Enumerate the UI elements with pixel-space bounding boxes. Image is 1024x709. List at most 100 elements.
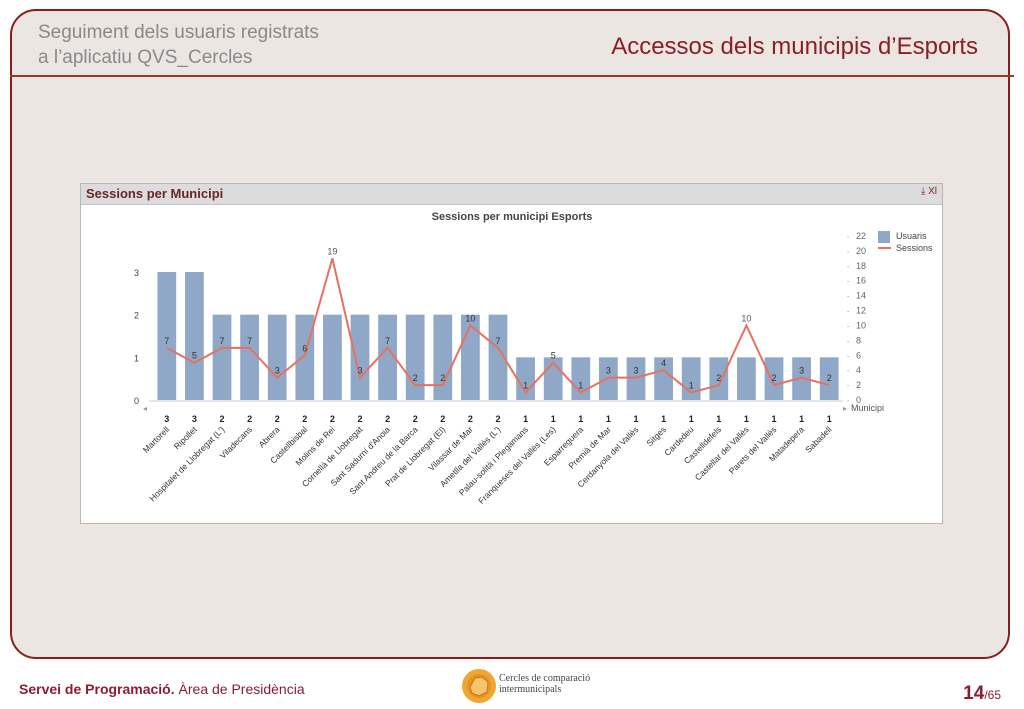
- y-right-tick-label: 2: [856, 380, 861, 390]
- usuaris-value-label: 2: [357, 414, 362, 424]
- y-left-tick-label: 3: [134, 268, 139, 278]
- y-right-tick-label: 8: [856, 335, 861, 345]
- legend-label-sessions: Sessions: [896, 243, 933, 253]
- usuaris-value-label: 2: [440, 414, 445, 424]
- usuaris-value-label: 1: [689, 414, 694, 424]
- category-label: Sabadell: [803, 424, 834, 455]
- sessions-data-label: 19: [327, 246, 337, 256]
- usuaris-value-label: 2: [219, 414, 224, 424]
- y-right-tick-label: 6: [856, 350, 861, 360]
- y-right-tick-mark: -: [847, 338, 850, 345]
- sessions-data-label: 3: [357, 366, 362, 376]
- subtitle-line-1: Seguiment dels usuaris registrats: [38, 22, 319, 43]
- panel-header: Sessions per Municipi ⤓ Xl: [81, 184, 942, 205]
- usuaris-value-label: 3: [164, 414, 169, 424]
- bar-usuaris: [681, 357, 701, 400]
- usuaris-value-label: 1: [551, 414, 556, 424]
- logo-text-line-1: Cercles de comparació: [499, 673, 591, 684]
- sessions-data-label: 7: [247, 336, 252, 346]
- panel-toolbar-icons[interactable]: ⤓ Xl: [920, 186, 937, 197]
- sessions-data-label: 10: [465, 313, 475, 323]
- y-right-tick-label: 18: [856, 261, 866, 271]
- bar-usuaris: [267, 314, 287, 400]
- sessions-data-label: 3: [275, 366, 280, 376]
- usuaris-value-label: 1: [799, 414, 804, 424]
- usuaris-value-label: 2: [247, 414, 252, 424]
- bar-usuaris: [737, 357, 756, 400]
- y-right-tick-label: 10: [856, 320, 866, 330]
- bar-usuaris: [709, 357, 729, 400]
- usuaris-value-label: 2: [468, 414, 473, 424]
- combo-chart: Sessions per municipi Esports01230-2-4-6…: [134, 211, 933, 506]
- bar-usuaris: [488, 314, 508, 400]
- sessions-data-label: 1: [578, 381, 583, 391]
- slide-subtitle: Seguiment dels usuaris registrats a l’ap…: [38, 20, 319, 70]
- sessions-data-label: 1: [523, 381, 528, 391]
- chart-title: Sessions per municipi Esports: [432, 211, 593, 223]
- bar-usuaris: [433, 314, 453, 400]
- chart-panel: Sessions per Municipi ⤓ Xl Sessions per …: [80, 183, 943, 524]
- sessions-data-label: 3: [606, 366, 611, 376]
- logo-text: Cercles de comparació intermunicipals: [499, 673, 590, 695]
- y-right-tick-mark: -: [847, 234, 850, 241]
- header-divider: [10, 75, 1014, 77]
- x-axis-arrow-icon: ▸: [843, 404, 847, 413]
- bar-usuaris: [516, 357, 535, 400]
- y-right-tick-label: 22: [856, 231, 866, 241]
- usuaris-value-label: 1: [744, 414, 749, 424]
- category-label: Martorell: [141, 424, 172, 455]
- y-right-tick-mark: -: [847, 264, 850, 271]
- usuaris-value-label: 2: [413, 414, 418, 424]
- bar-usuaris: [323, 314, 342, 400]
- bar-usuaris: [654, 357, 673, 400]
- legend-label-usuaris: Usuaris: [896, 231, 927, 241]
- bar-usuaris: [212, 314, 232, 400]
- usuaris-value-label: 2: [302, 414, 307, 424]
- bar-usuaris: [378, 314, 397, 400]
- sessions-line: [166, 258, 830, 395]
- sessions-data-label: 10: [741, 313, 751, 323]
- usuaris-value-label: 3: [192, 414, 197, 424]
- category-label: Sitges: [644, 424, 668, 448]
- y-right-tick-mark: -: [847, 323, 850, 330]
- y-right-tick-label: 12: [856, 306, 866, 316]
- sessions-data-label: 7: [495, 336, 500, 346]
- bar-usuaris: [819, 357, 839, 400]
- y-right-tick-label: 20: [856, 246, 866, 256]
- y-right-tick-label: 16: [856, 276, 866, 286]
- y-right-tick-mark: -: [847, 368, 850, 375]
- footer-department-rest: Àrea de Presidència: [174, 681, 305, 697]
- usuaris-value-label: 1: [716, 414, 721, 424]
- y-right-tick-mark: -: [847, 383, 850, 390]
- usuaris-value-label: 2: [330, 414, 335, 424]
- sessions-data-label: 2: [827, 373, 832, 383]
- usuaris-value-label: 1: [661, 414, 666, 424]
- usuaris-value-label: 2: [495, 414, 500, 424]
- sessions-data-label: 5: [551, 351, 556, 361]
- category-label: Parets del Vallès: [727, 424, 779, 476]
- sessions-data-label: 7: [219, 336, 224, 346]
- panel-title: Sessions per Municipi: [86, 186, 224, 201]
- page-number: 14/65: [963, 683, 1001, 705]
- sessions-data-label: 2: [771, 373, 776, 383]
- usuaris-value-label: 2: [275, 414, 280, 424]
- sessions-data-label: 6: [302, 343, 307, 353]
- x-axis-left-arrow-icon: ◂: [143, 404, 147, 413]
- usuaris-value-label: 1: [578, 414, 583, 424]
- y-right-tick-label: 14: [856, 291, 866, 301]
- y-left-tick-label: 0: [134, 396, 139, 406]
- sessions-data-label: 4: [661, 358, 666, 368]
- usuaris-value-label: 1: [827, 414, 832, 424]
- subtitle-line-2: a l’aplicatiu QVS_Cercles: [38, 47, 253, 68]
- bar-usuaris: [157, 272, 177, 400]
- page-total: /65: [984, 688, 1001, 702]
- usuaris-value-label: 1: [771, 414, 776, 424]
- sessions-data-label: 2: [440, 373, 445, 383]
- sessions-data-label: 7: [164, 336, 169, 346]
- y-left-tick-label: 2: [134, 311, 139, 321]
- sessions-data-label: 5: [192, 351, 197, 361]
- sessions-data-label: 2: [413, 373, 418, 383]
- bar-usuaris: [295, 314, 315, 400]
- y-left-tick-label: 1: [134, 353, 139, 363]
- category-label: Abrera: [257, 424, 282, 449]
